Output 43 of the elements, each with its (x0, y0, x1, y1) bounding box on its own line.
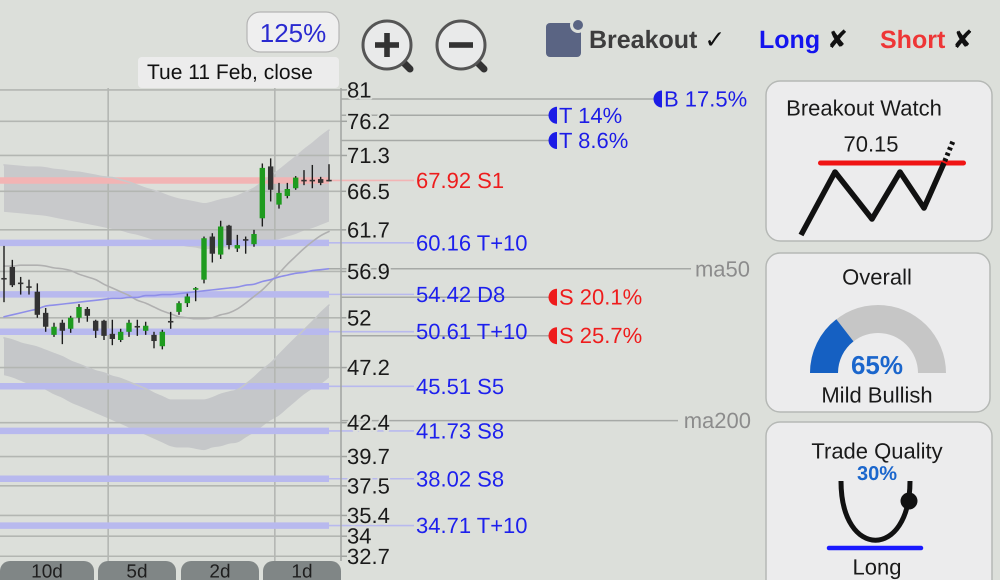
text: ma200 (684, 408, 751, 434)
y-tick-label: 39.7 (347, 444, 390, 470)
text: Trade Quality (811, 438, 943, 464)
text: 65% (850, 350, 904, 380)
ref-line-label: 54.42 D8 (416, 282, 506, 307)
text: 5d (126, 562, 148, 580)
ref-line-label: 60.16 T+10 (416, 230, 528, 256)
y-tick-label: 56.9 (347, 258, 390, 284)
text: ma50 (694, 256, 750, 282)
text: Breakout ✓ (589, 26, 726, 54)
text: 10d (31, 562, 63, 580)
ref-line-label: 41.73 S8 (416, 418, 504, 444)
text: 70.15 (843, 132, 899, 156)
text: S 20.1% (559, 284, 642, 310)
y-tick-label: 47.2 (347, 355, 390, 380)
text: Breakout Watch (786, 96, 942, 120)
y-tick-label: 76.2 (347, 108, 390, 134)
ref-line-label: 50.61 T+10 (416, 319, 528, 344)
ref-line-label: 45.51 S5 (416, 374, 504, 399)
text: 125% (260, 18, 326, 48)
ref-line-label: 34.71 T+10 (416, 513, 528, 538)
y-tick-label: 37.5 (347, 473, 390, 498)
y-tick-label: 42.4 (347, 410, 390, 436)
text: Long (852, 554, 902, 580)
y-tick-label: 61.7 (347, 217, 390, 242)
text: B 17.5% (664, 86, 748, 112)
text: Long ✘ (759, 26, 848, 54)
text: S 25.7% (559, 323, 642, 348)
text: 30% (856, 463, 898, 485)
text: T 8.6% (559, 128, 628, 153)
text: Mild Bullish (821, 382, 933, 408)
ref-line-label: 67.92 S1 (416, 168, 504, 193)
text: T 14% (559, 102, 622, 128)
text: Tue 11 Feb, close (147, 61, 313, 84)
y-tick-label: 81 (347, 77, 372, 102)
ref-line-label: 38.02 S8 (416, 466, 504, 492)
text: 2d (209, 562, 231, 580)
text: 1d (291, 562, 313, 580)
text: Short ✘ (880, 26, 974, 54)
y-tick-label: 66.5 (347, 178, 390, 204)
y-tick-label: 52 (347, 305, 372, 330)
y-tick-label: 71.3 (347, 142, 390, 168)
text: Overall (842, 264, 912, 290)
